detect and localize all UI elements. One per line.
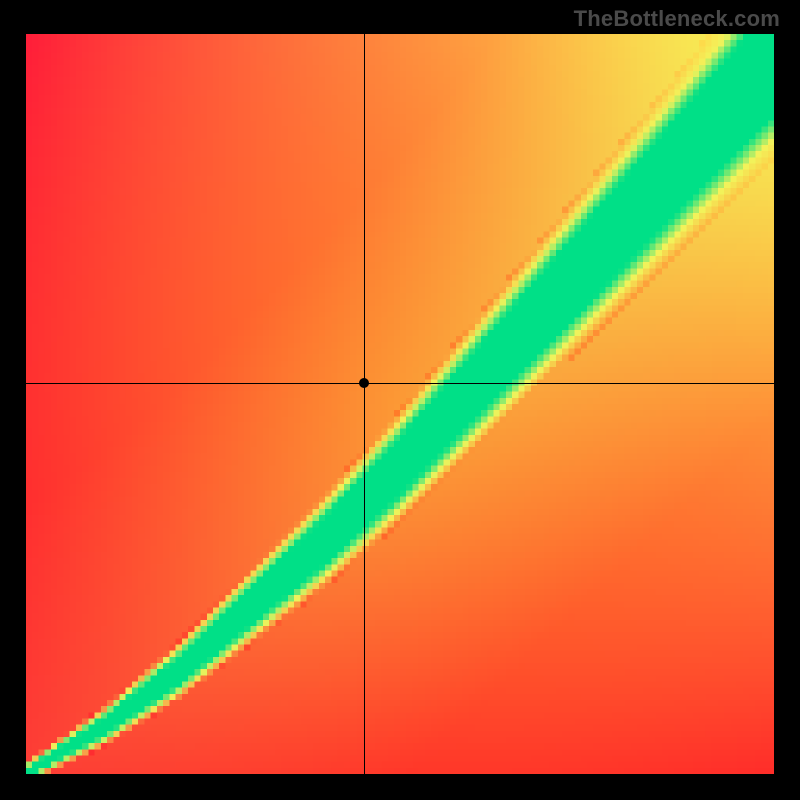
crosshair-horizontal bbox=[26, 383, 774, 384]
heatmap-canvas bbox=[26, 34, 774, 774]
crosshair-dot bbox=[359, 378, 369, 388]
watermark-text: TheBottleneck.com bbox=[574, 6, 780, 32]
frame: TheBottleneck.com bbox=[0, 0, 800, 800]
heatmap-plot bbox=[26, 34, 774, 774]
crosshair-vertical bbox=[364, 34, 365, 774]
